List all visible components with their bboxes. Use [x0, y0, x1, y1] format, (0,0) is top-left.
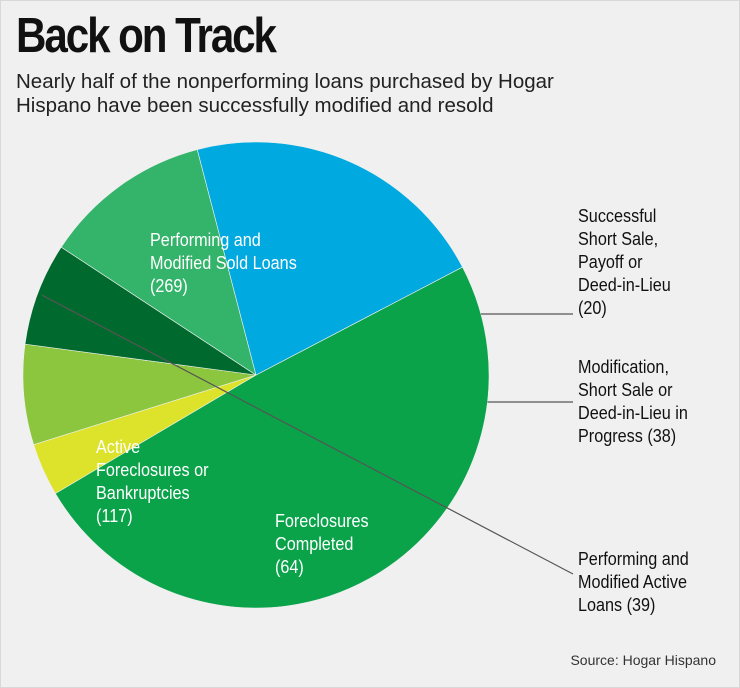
label-line: Short Sale or — [578, 380, 673, 400]
slice-foreclosures-completed — [60, 149, 257, 376]
label-line: Performing and — [150, 230, 261, 250]
label-line: Deed-in-Lieu — [578, 275, 671, 295]
label-line: Modified Sold Loans — [150, 253, 297, 273]
label-line: Bankruptcies — [96, 483, 190, 503]
label-line: Successful — [578, 206, 657, 226]
label-line: Modification, — [578, 357, 669, 377]
label-line: Active — [96, 437, 141, 457]
label-successful-short-sale: Successful Short Sale, Payoff or Deed-in… — [578, 205, 671, 320]
label-performing-modified-active: Performing and Modified Active Loans (39… — [578, 548, 689, 617]
label-line: (64) — [275, 557, 304, 577]
label-line: Deed-in-Lieu in — [578, 403, 688, 423]
slice-active-foreclosures — [196, 141, 463, 376]
label-line: Loans (39) — [578, 595, 656, 615]
label-line: (20) — [578, 298, 607, 318]
label-foreclosures-completed: Foreclosures Completed (64) — [275, 510, 369, 579]
slice-performing-modified-active — [24, 246, 257, 376]
subtitle-line-1: Nearly half of the nonperforming loans p… — [16, 70, 554, 93]
slice-performing-modified-sold — [54, 266, 490, 609]
label-active-foreclosures: Active Foreclosures or Bankruptcies (117… — [96, 436, 209, 528]
label-line: Progress (38) — [578, 426, 677, 446]
label-line: (117) — [96, 506, 133, 526]
label-line: Foreclosures or — [96, 460, 209, 480]
label-line: Short Sale, — [578, 229, 659, 249]
label-line: Performing and — [578, 549, 689, 569]
label-line: Modified Active — [578, 572, 687, 592]
subtitle-line-2: Hispano have been successfully modified … — [16, 94, 494, 117]
chart-title: Back on Track — [16, 9, 277, 63]
leader-line-performing-modified-active — [41, 294, 574, 575]
label-performing-modified-sold: Performing and Modified Sold Loans (269) — [150, 229, 297, 298]
label-line: (269) — [150, 276, 188, 296]
chart-subtitle: Nearly half of the nonperforming loans p… — [16, 70, 666, 118]
label-modification-in-progress: Modification, Short Sale or Deed-in-Lieu… — [578, 356, 688, 448]
label-line: Completed — [275, 534, 354, 554]
source-note: Source: Hogar Hispano — [570, 652, 716, 668]
label-line: Foreclosures — [275, 511, 369, 531]
label-line: Payoff or — [578, 252, 643, 272]
